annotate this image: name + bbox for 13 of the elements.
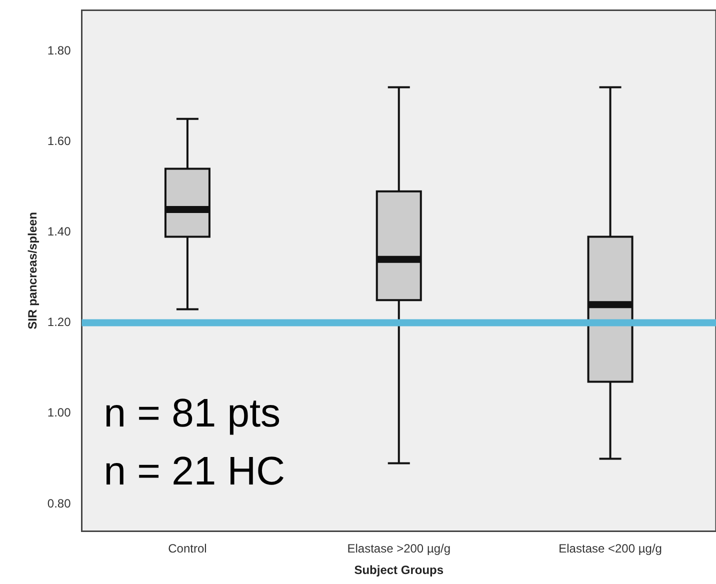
- y-tick-label: 1.40: [47, 224, 72, 239]
- x-tick-label: Control: [168, 542, 207, 556]
- y-tick-label: 1.60: [47, 134, 72, 148]
- x-tick-label: Elastase >200 µg/g: [347, 542, 451, 556]
- y-tick-label: 1.00: [47, 406, 72, 420]
- y-tick-label: 0.80: [47, 496, 72, 510]
- y-tick-label: 1.20: [47, 315, 72, 330]
- annotation: n = 21 HC: [104, 449, 285, 494]
- x-tick-label: Elastase <200 µg/g: [558, 542, 662, 556]
- y-tick-label: 1.80: [47, 43, 72, 58]
- annotation: n = 81 pts: [104, 391, 281, 436]
- y-axis-title: SIR pancreas/spleen: [26, 212, 40, 330]
- x-axis-title: Subject Groups: [354, 563, 444, 578]
